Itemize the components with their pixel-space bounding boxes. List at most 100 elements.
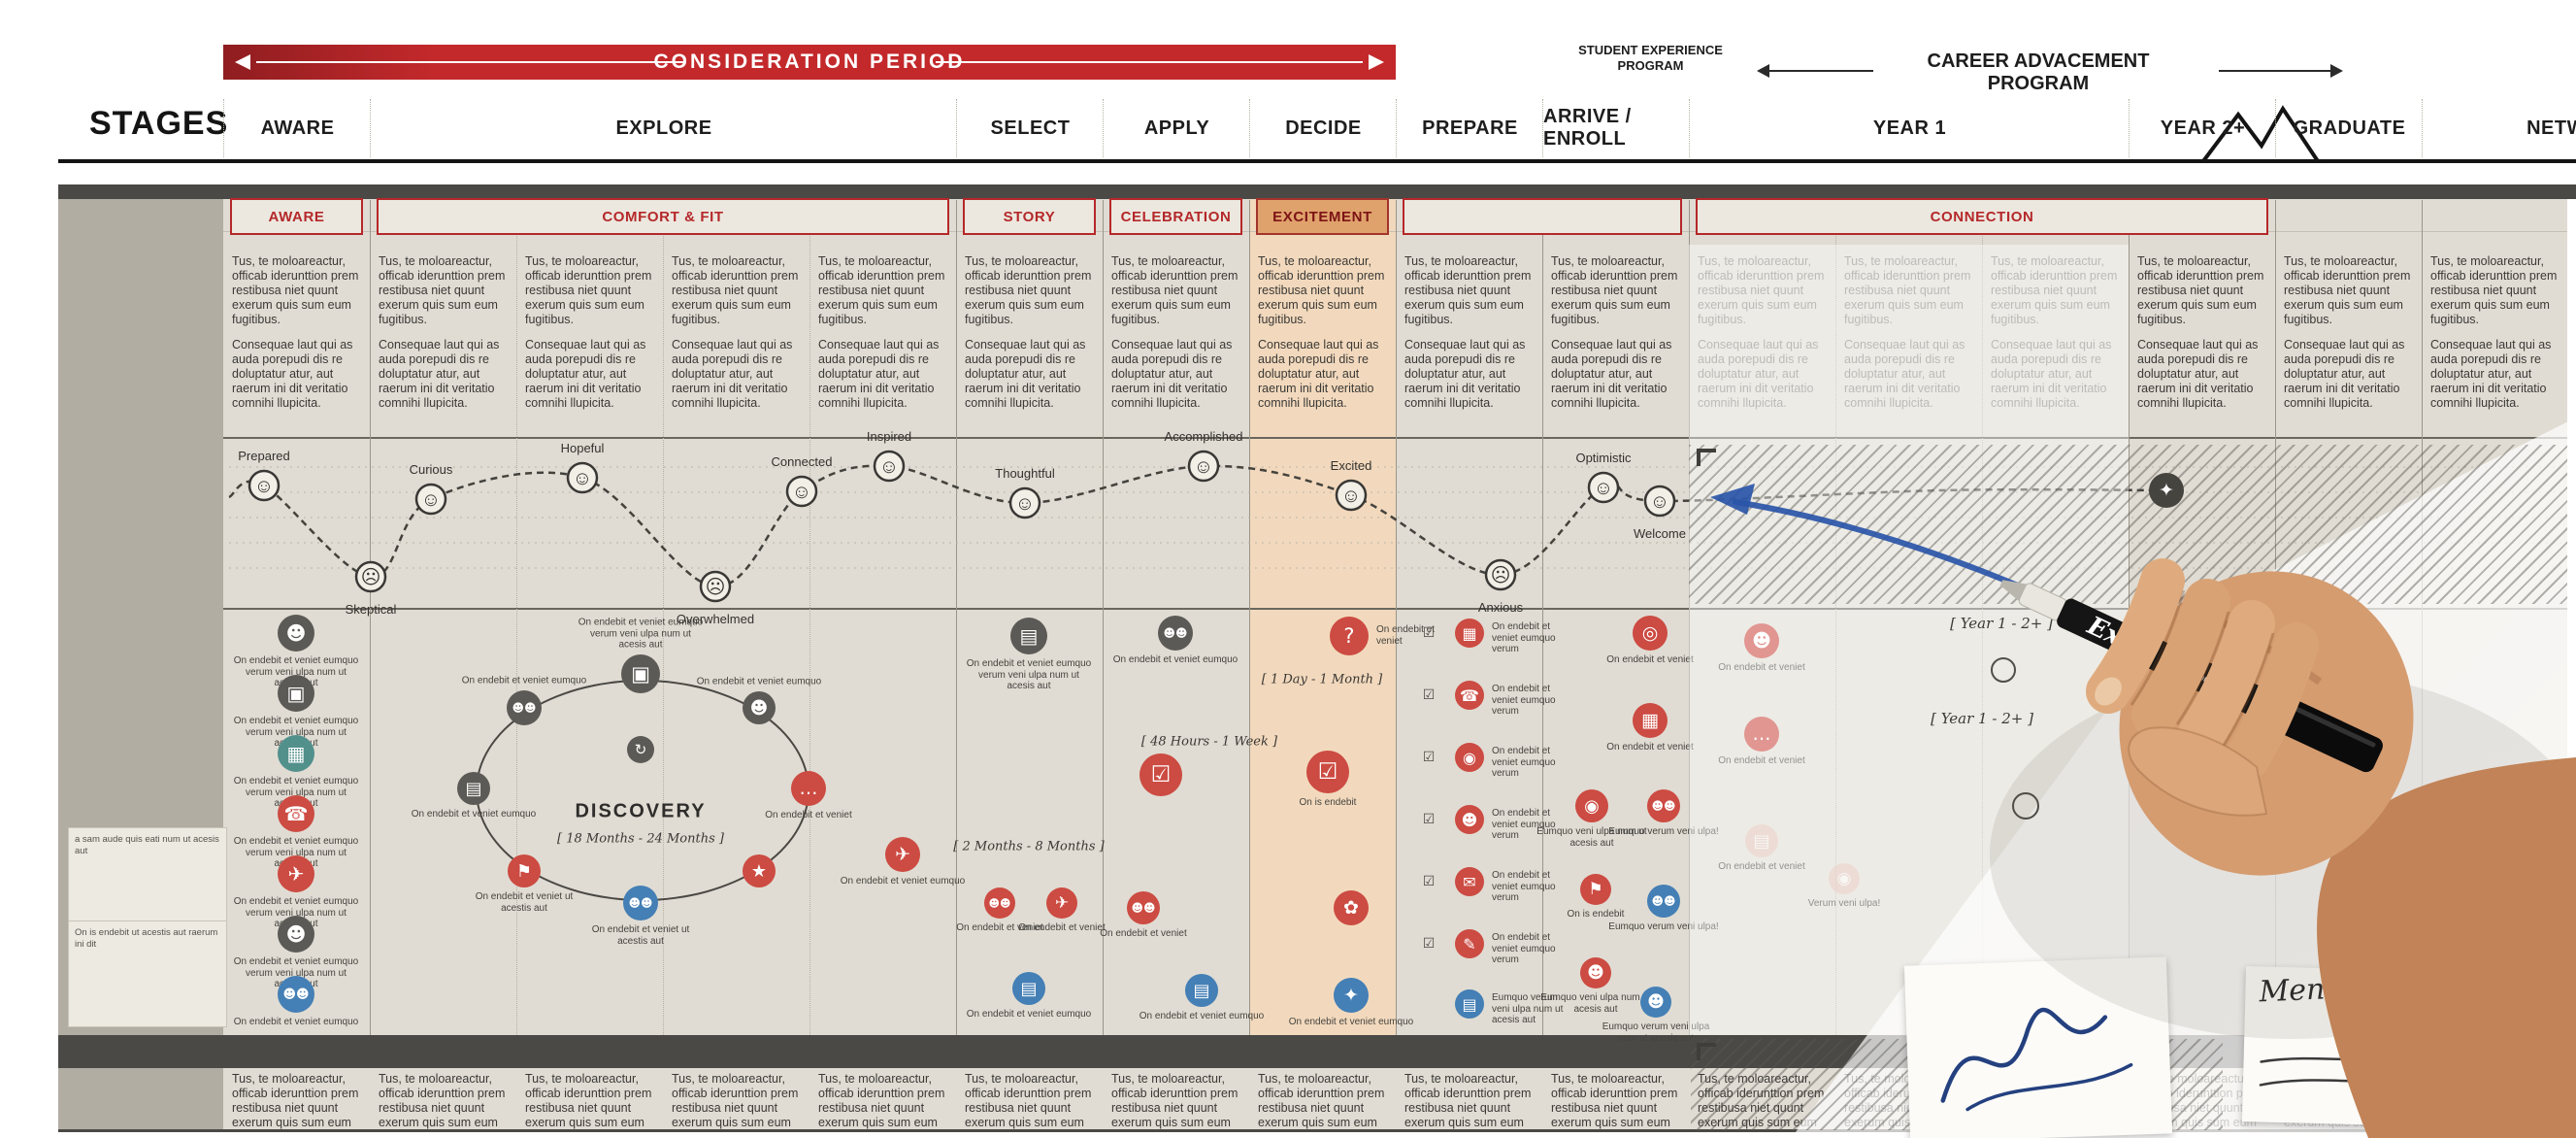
- paragraph: Tus, te moloareactur, officab iderunttio…: [1404, 254, 1532, 326]
- decide-highlight-column: [1249, 198, 1396, 1035]
- column-divider: [663, 200, 664, 1035]
- paragraph: Tus, te moloareactur, officab iderunttio…: [232, 1072, 359, 1129]
- emotion-label: Excited: [1331, 458, 1372, 473]
- icon-caption: On endebit et veniet: [1718, 861, 1805, 872]
- icon-caption: Eumquo veni ulpa num ut acesis aut: [1540, 992, 1651, 1015]
- top-dark-strip: [58, 184, 2576, 199]
- stage-header-prepare: PREPARE: [1396, 99, 1543, 157]
- emotion-face: [414, 483, 447, 516]
- sad-face-icon: ☹: [1491, 565, 1511, 586]
- stage-header-explore: EXPLORE: [370, 99, 957, 157]
- column-divider: [1835, 200, 1836, 1035]
- handwritten-note: [ Year 1 - 2+ ]: [1931, 710, 2033, 727]
- column-divider: [1689, 200, 1690, 1035]
- icon-caption: On endebit et veniet eumquo: [1139, 1011, 1265, 1021]
- paragraph: Tus, te moloareactur, officab iderunttio…: [818, 254, 945, 326]
- icon-glyph: ↻: [627, 736, 654, 763]
- icon-glyph: ◉: [1575, 789, 1608, 822]
- icon-caption: On endebit et veniet: [1606, 742, 1694, 753]
- emotion-label: Prepared: [238, 449, 289, 463]
- paragraph: Consequae laut qui as auda porepudi dis …: [2284, 338, 2405, 410]
- banner-left-arrow-icon: [235, 54, 250, 70]
- icon-caption: On endebit et veniet eumquo: [461, 675, 587, 686]
- corner-mark: [1697, 1043, 1716, 1060]
- icon-glyph: ▤: [1455, 989, 1484, 1019]
- happy-face-icon: ☺: [1341, 485, 1361, 507]
- theme-box-aware: AWARE: [230, 198, 363, 235]
- divider: [223, 437, 2567, 439]
- icon-glyph: ⚑: [1580, 874, 1611, 905]
- icon-caption: On endebit et veniet eumquo: [233, 1017, 359, 1027]
- icon-glyph: ☻☻: [278, 976, 314, 1013]
- emotion-face: [566, 461, 599, 494]
- paragraph: Tus, te moloareactur, officab iderunttio…: [525, 254, 652, 326]
- paragraph: Consequae laut qui as auda porepudi dis …: [232, 338, 353, 410]
- icon-glyph: ?: [1330, 617, 1369, 655]
- paragraph: Tus, te moloareactur, officab iderunttio…: [1404, 1072, 1532, 1129]
- icon-glyph: ▤: [1745, 824, 1778, 857]
- icon-glyph: ◉: [1455, 743, 1484, 772]
- column-divider: [516, 200, 517, 1035]
- paragraph: Tus, te moloareactur, officab iderunttio…: [1698, 1072, 1827, 1130]
- column-divider: [1103, 200, 1104, 1035]
- text-block-bottom: Tus, te moloareactur, officab iderunttio…: [672, 1072, 801, 1130]
- program-right-arrow-icon: [2219, 64, 2343, 78]
- menu-underline-squiggles: [2259, 1056, 2447, 1087]
- consideration-period-banner: CONSIDERATION PERIOD: [223, 45, 1396, 80]
- icon-glyph: ✉: [1455, 867, 1484, 896]
- divider: [223, 231, 2567, 232]
- icon-caption: On endebit et veniet eumquo: [966, 1009, 1092, 1020]
- emotion-label: Hopeful: [561, 441, 605, 455]
- emotion-face: [699, 570, 732, 603]
- text-block: Tus, te moloareactur, officab iderunttio…: [2284, 254, 2413, 421]
- icon-glyph: ☑: [1422, 812, 1436, 827]
- banner-right-arrow-icon: [1369, 54, 1384, 70]
- paragraph: Tus, te moloareactur, officab iderunttio…: [1258, 1072, 1385, 1129]
- handwritten-note: [ Year 1 - 2+ ]: [1950, 615, 2053, 632]
- corner-mark: [1697, 449, 1716, 466]
- icon-caption: On endebit et veniet: [1606, 654, 1694, 665]
- sticky-note-menu: Menu: [2241, 966, 2470, 1127]
- icon-caption: On endebit et veniet eumquo verum: [1492, 621, 1556, 654]
- column-divider: [1249, 200, 1250, 1035]
- line-break-zigzag: [2199, 105, 2322, 163]
- icon-caption: On endebit et veniet: [1376, 624, 1436, 647]
- text-block: Tus, te moloareactur, officab iderunttio…: [2430, 254, 2559, 421]
- emotion-face: [785, 475, 818, 508]
- paragraph: Consequae laut qui as auda porepudi dis …: [2430, 338, 2552, 410]
- paragraph: Consequae laut qui as auda porepudi dis …: [1991, 338, 2112, 410]
- column-divider: [1396, 200, 1397, 1035]
- stage-header-decide: DECIDE: [1249, 99, 1397, 157]
- stage-header-year-1: YEAR 1: [1689, 99, 2130, 157]
- paragraph: Tus, te moloareactur, officab iderunttio…: [1258, 254, 1385, 326]
- text-block: Tus, te moloareactur, officab iderunttio…: [525, 254, 654, 421]
- text-block: Tus, te moloareactur, officab iderunttio…: [672, 254, 801, 421]
- text-block: Tus, te moloareactur, officab iderunttio…: [1111, 254, 1240, 421]
- paragraph: Tus, te moloareactur, officab iderunttio…: [379, 254, 506, 326]
- icon-caption: Eumquo verum veni ulpa!: [1608, 826, 1719, 837]
- icon-caption: On endebit et veniet: [1100, 928, 1187, 939]
- icon-caption: On is endebit: [1299, 797, 1357, 808]
- icon-glyph: ☻☻: [1647, 789, 1680, 822]
- icon-caption: On endebit et veniet ut acestis aut: [591, 924, 690, 947]
- icon-caption: Eumquo veni ulpa num ut acesis aut: [1536, 826, 1647, 849]
- header: CONSIDERATION PERIOD STUDENT EXPERIENCE …: [0, 0, 2576, 184]
- paragraph: Tus, te moloareactur, officab iderunttio…: [965, 254, 1092, 326]
- icon-glyph: ◎: [1633, 616, 1668, 651]
- paragraph: Tus, te moloareactur, officab iderunttio…: [2430, 254, 2558, 326]
- stage-header-arrive-enroll: ARRIVE / ENROLL: [1542, 99, 1690, 157]
- paragraph: Consequae laut qui as auda porepudi dis …: [1111, 338, 1233, 410]
- icon-glyph: ☑: [1139, 753, 1182, 796]
- text-block-bottom: Tus, te moloareactur, officab iderunttio…: [1404, 1072, 1534, 1130]
- text-block-bottom: Tus, te moloareactur, officab iderunttio…: [818, 1072, 947, 1130]
- icon-glyph: ☻☻: [623, 886, 658, 920]
- emotion-face: [354, 560, 387, 593]
- column-divider: [1982, 200, 1983, 1035]
- theme-box-blank: [1403, 198, 1682, 235]
- theme-box-story: STORY: [963, 198, 1096, 235]
- text-block: Tus, te moloareactur, officab iderunttio…: [1551, 254, 1680, 421]
- paragraph: Tus, te moloareactur, officab iderunttio…: [1991, 254, 2118, 326]
- icon-glyph: ☻: [278, 916, 314, 953]
- icon-glyph: ☑: [1422, 687, 1436, 703]
